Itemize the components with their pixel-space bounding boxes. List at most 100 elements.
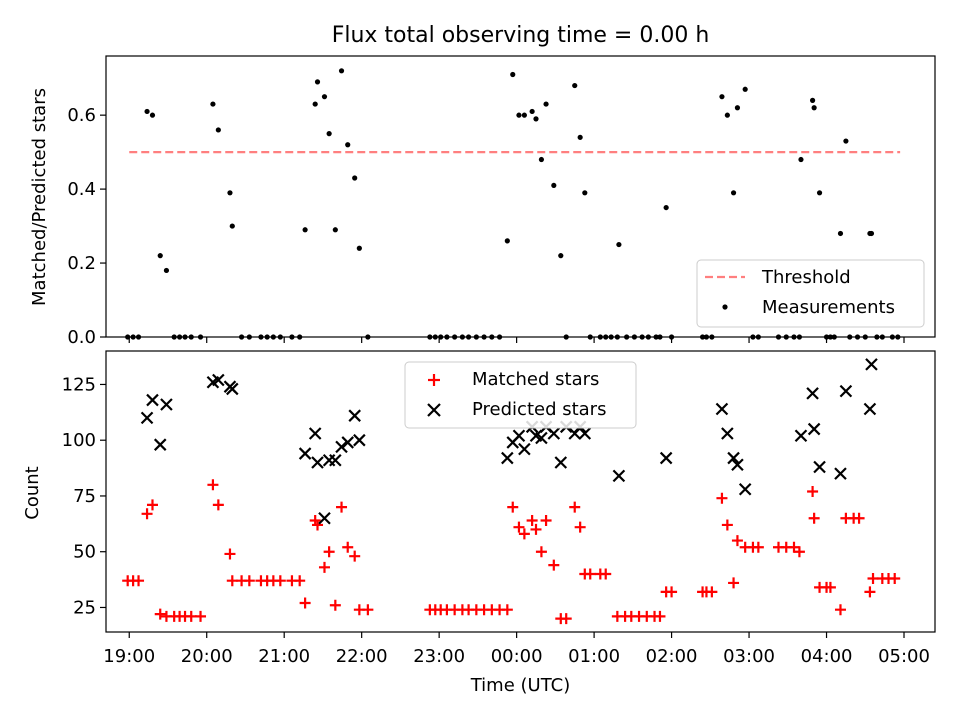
matched-stars-point bbox=[195, 610, 207, 622]
y-tick-label: 0.0 bbox=[67, 327, 96, 348]
predicted-legend-label: Predicted stars bbox=[472, 399, 606, 420]
measurement-point bbox=[538, 156, 545, 163]
predicted-stars-point bbox=[348, 409, 361, 422]
measurements-legend-swatch bbox=[722, 304, 728, 310]
measurement-point bbox=[529, 108, 535, 115]
measurement-point bbox=[543, 101, 549, 107]
x-tick-label: 21:00 bbox=[258, 646, 310, 667]
predicted-stars-point bbox=[865, 358, 878, 371]
matched-stars-point bbox=[584, 568, 596, 580]
predicted-stars-point bbox=[794, 429, 808, 443]
x-tick-label: 05:00 bbox=[878, 646, 930, 667]
predicted-stars-point bbox=[554, 456, 568, 469]
predicted-stars-point bbox=[153, 438, 167, 451]
matched-stars-point bbox=[864, 586, 876, 598]
predicted-stars-series bbox=[140, 358, 878, 525]
count-x-ticks: 19:00 20:00 21:00 22:00 23:00 00:00 01:00 02:00… bbox=[103, 632, 930, 667]
measurement-point bbox=[730, 190, 737, 196]
y-tick-label: 100 bbox=[62, 430, 96, 451]
predicted-stars-point bbox=[298, 447, 312, 460]
matched-stars-point bbox=[299, 597, 311, 609]
matched-stars-point bbox=[889, 572, 901, 584]
threshold-legend-label: Threshold bbox=[761, 267, 851, 288]
measurement-point bbox=[719, 94, 725, 100]
matched-stars-point bbox=[146, 499, 158, 511]
matched-stars-point bbox=[853, 512, 865, 524]
predicted-stars-point bbox=[839, 384, 853, 398]
y-tick-label: 125 bbox=[62, 374, 96, 395]
matched-stars-point bbox=[224, 548, 236, 560]
measurement-point bbox=[504, 238, 510, 244]
matched-stars-point bbox=[207, 479, 219, 491]
measurement-point bbox=[516, 112, 522, 118]
count-legend: Matched stars Predicted stars bbox=[404, 361, 637, 429]
measurement-point bbox=[724, 112, 730, 118]
measurement-point bbox=[811, 105, 817, 111]
ratio-y-ticks: 0.0 0.2 0.4 0.6 bbox=[67, 105, 106, 348]
matched-legend-swatch bbox=[428, 374, 440, 386]
ratio-legend: Threshold Measurements bbox=[696, 259, 925, 328]
measurement-point bbox=[742, 86, 748, 92]
matched-stars-point bbox=[518, 528, 530, 540]
predicted-stars-point bbox=[335, 440, 348, 454]
measurement-point bbox=[572, 82, 578, 89]
measurement-point bbox=[312, 101, 318, 107]
measurement-point bbox=[809, 97, 816, 103]
y-tick-label: 75 bbox=[73, 486, 96, 507]
predicted-stars-point bbox=[512, 429, 526, 443]
matched-stars-point bbox=[548, 559, 560, 571]
matched-stars-point bbox=[141, 508, 153, 520]
predicted-stars-point bbox=[806, 387, 819, 400]
y-tick-label: 25 bbox=[73, 597, 96, 618]
x-tick-label: 01:00 bbox=[568, 646, 620, 667]
predicted-stars-point bbox=[311, 456, 324, 469]
matched-stars-point bbox=[666, 586, 678, 598]
matched-stars-point bbox=[808, 512, 820, 524]
predicted-stars-point bbox=[329, 454, 342, 467]
matched-stars-point bbox=[294, 575, 306, 587]
measurement-point bbox=[843, 138, 849, 144]
matched-stars-point bbox=[867, 572, 879, 584]
matched-stars-point bbox=[323, 546, 335, 558]
count-y-axis-label: Count bbox=[22, 466, 43, 519]
measurement-point bbox=[149, 112, 156, 118]
count-marks bbox=[122, 358, 901, 625]
matched-stars-point bbox=[513, 521, 525, 533]
matched-stars-point bbox=[706, 586, 718, 598]
matched-stars-point bbox=[336, 501, 348, 513]
y-tick-label: 0.2 bbox=[67, 253, 96, 274]
x-tick-label: 02:00 bbox=[646, 646, 698, 667]
measurement-point bbox=[215, 127, 221, 133]
matched-stars-point bbox=[226, 575, 238, 587]
measurement-point bbox=[868, 230, 875, 237]
measurement-point bbox=[663, 204, 669, 211]
measurement-point bbox=[533, 116, 539, 122]
predicted-legend-swatch bbox=[427, 403, 441, 417]
matched-stars-point bbox=[560, 613, 572, 625]
count-x-axis-label: Time (UTC) bbox=[470, 675, 571, 696]
count-plot-frame bbox=[105, 350, 936, 633]
matched-stars-point bbox=[349, 550, 361, 562]
measurement-point bbox=[558, 253, 564, 259]
matched-stars-point bbox=[728, 577, 740, 589]
matched-stars-point bbox=[185, 610, 197, 622]
predicted-stars-point bbox=[146, 393, 159, 407]
matched-stars-point bbox=[530, 523, 542, 535]
predicted-stars-point bbox=[807, 422, 821, 436]
measurement-point bbox=[314, 79, 321, 85]
matched-stars-point bbox=[731, 535, 743, 547]
ratio-x-ticks bbox=[128, 337, 905, 343]
predicted-stars-point bbox=[578, 427, 592, 440]
x-tick-label: 23:00 bbox=[413, 646, 465, 667]
predicted-stars-point bbox=[727, 451, 740, 465]
count-y-ticks: 25 50 75 100 125 bbox=[62, 374, 106, 618]
x-tick-label: 19:00 bbox=[103, 646, 155, 667]
predicted-stars-point bbox=[863, 402, 877, 416]
matched-stars-point bbox=[501, 604, 513, 616]
count-panel: 19:00 20:00 21:00 22:00 23:00 00:00 01:00 02:00… bbox=[22, 350, 936, 696]
measurement-point bbox=[338, 68, 345, 74]
y-tick-label: 0.4 bbox=[67, 179, 96, 200]
ratio-legend-box bbox=[696, 259, 925, 328]
matched-stars-point bbox=[793, 546, 805, 558]
y-tick-label: 0.6 bbox=[67, 105, 96, 126]
